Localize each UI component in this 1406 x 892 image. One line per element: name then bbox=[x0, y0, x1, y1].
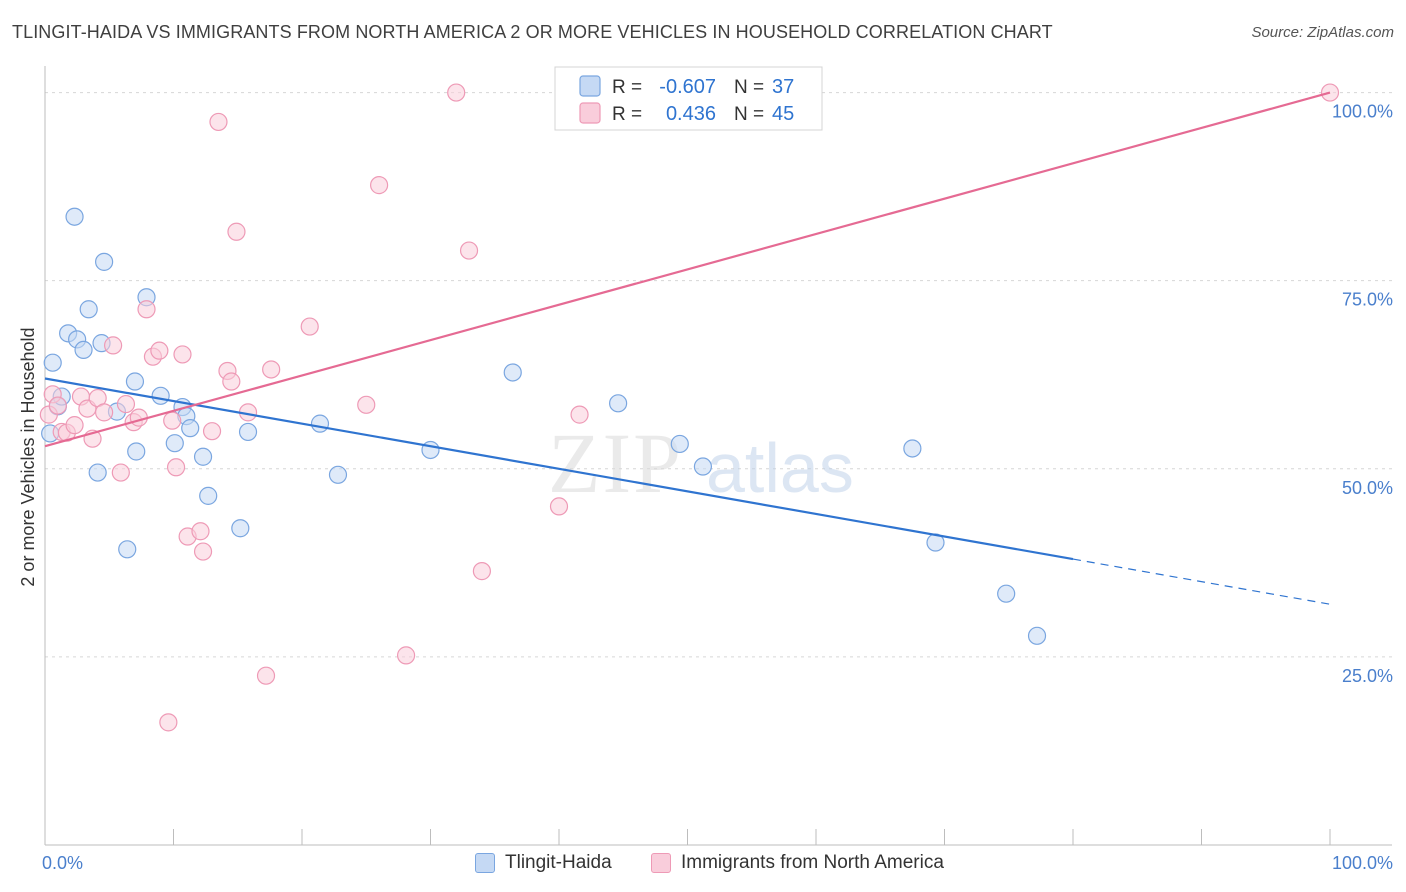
tlingit-point bbox=[165, 434, 184, 453]
immigrants-point bbox=[262, 360, 281, 379]
immigrants-point bbox=[150, 341, 169, 360]
legend-label-immigrants: Immigrants from North America bbox=[681, 852, 944, 873]
tlingit-point bbox=[310, 414, 330, 433]
tlingit-point bbox=[328, 465, 348, 484]
y-tick-label: 75.0% bbox=[1342, 290, 1393, 310]
immigrants-point bbox=[166, 458, 186, 477]
tlingit-point bbox=[65, 207, 84, 226]
immigrants-point bbox=[65, 416, 84, 435]
immigrants-point bbox=[159, 713, 178, 732]
tlingit-point bbox=[609, 394, 628, 413]
tlingit-point bbox=[88, 463, 107, 482]
stats-r-label-immigrants: R = bbox=[612, 104, 642, 125]
axes bbox=[44, 66, 1392, 846]
watermark: ZIP atlas bbox=[548, 415, 854, 511]
immigrants-point bbox=[193, 542, 213, 561]
gridlines bbox=[45, 92, 1392, 658]
watermark-atlas: atlas bbox=[706, 429, 854, 507]
immigrants-point bbox=[459, 241, 479, 260]
immigrants-point bbox=[227, 222, 246, 241]
immigrants-point bbox=[447, 83, 466, 102]
y-tick-labels: 25.0% 50.0% 75.0% 100.0% bbox=[1332, 102, 1393, 686]
stats-swatch-immigrants bbox=[579, 102, 601, 124]
tlingit-point bbox=[118, 540, 137, 559]
immigrants-point bbox=[202, 422, 222, 441]
tlingit-point bbox=[238, 422, 258, 442]
stats-n-label-tlingit: N = bbox=[734, 77, 764, 98]
stats-n-value-tlingit: 37 bbox=[772, 76, 794, 98]
legend-item-immigrants: Immigrants from North America bbox=[651, 852, 944, 874]
immigrants-point bbox=[256, 666, 276, 685]
chart-title: TLINGIT-HAIDA VS IMMIGRANTS FROM NORTH A… bbox=[12, 22, 1053, 42]
tlingit-point bbox=[127, 442, 146, 461]
stats-legend: R = -0.607 N = 37 R = 0.436 N = 45 bbox=[554, 66, 823, 131]
tlingit-trend-line bbox=[44, 377, 1074, 561]
tlingit-point bbox=[43, 353, 62, 372]
legend-swatch-tlingit bbox=[475, 853, 495, 873]
tlingit-point bbox=[997, 584, 1016, 603]
tlingit-point bbox=[421, 440, 440, 460]
tlingit-point bbox=[1027, 626, 1047, 645]
tlingit-point bbox=[95, 252, 114, 271]
immigrants-point bbox=[472, 562, 491, 581]
tlingit-point bbox=[151, 386, 170, 405]
immigrants-point bbox=[222, 372, 241, 391]
immigrants-point bbox=[357, 395, 376, 414]
immigrants-point bbox=[137, 300, 156, 319]
x-tick-label-max: 100.0% bbox=[1332, 853, 1393, 873]
y-axis-label: 2 or more Vehicles in Household bbox=[18, 327, 38, 586]
series-legend: Tlingit-Haida Immigrants from North Amer… bbox=[0, 852, 1406, 878]
tlingit-point bbox=[903, 439, 922, 458]
watermark-zip: ZIP bbox=[548, 415, 683, 511]
immigrants-point bbox=[549, 497, 569, 516]
immigrants-point bbox=[191, 522, 210, 541]
legend-item-tlingit: Tlingit-Haida bbox=[475, 852, 612, 874]
stats-r-value-immigrants: 0.436 bbox=[666, 103, 716, 125]
immigrants-trend-line bbox=[44, 91, 1331, 448]
immigrants-point bbox=[570, 405, 589, 424]
tlingit-point bbox=[74, 340, 93, 360]
y-tick-label: 50.0% bbox=[1342, 478, 1393, 498]
immigrants-point bbox=[370, 176, 389, 195]
trend-lines bbox=[44, 91, 1331, 605]
stats-n-label-immigrants: N = bbox=[734, 104, 764, 125]
tlingit-point bbox=[670, 434, 689, 454]
legend-label-tlingit: Tlingit-Haida bbox=[505, 852, 612, 873]
immigrants-point bbox=[209, 112, 228, 132]
data-points bbox=[39, 83, 1340, 732]
immigrants-point bbox=[48, 396, 67, 415]
stats-r-value-tlingit: -0.607 bbox=[659, 76, 716, 98]
immigrants-point bbox=[396, 646, 416, 665]
immigrants-point bbox=[300, 317, 319, 336]
immigrants-point bbox=[173, 345, 192, 364]
tlingit-point bbox=[231, 519, 250, 538]
tlingit-point bbox=[503, 363, 522, 382]
tlingit-point bbox=[125, 372, 145, 391]
tlingit-point bbox=[199, 486, 218, 505]
immigrants-point bbox=[104, 336, 123, 355]
source-label: Source: ZipAtlas.com bbox=[1251, 24, 1394, 41]
tlingit-point bbox=[79, 300, 98, 319]
immigrants-point bbox=[116, 394, 136, 414]
immigrants-point bbox=[95, 403, 114, 422]
stats-n-value-immigrants: 45 bbox=[772, 103, 794, 125]
immigrants-point bbox=[163, 411, 182, 430]
tlingit-point bbox=[181, 419, 200, 438]
tlingit-point bbox=[193, 447, 213, 466]
y-tick-label: 25.0% bbox=[1342, 666, 1393, 686]
tlingit-trend-extension bbox=[1072, 558, 1331, 605]
legend-swatch-immigrants bbox=[651, 853, 671, 873]
tlingit-point bbox=[693, 457, 713, 476]
stats-r-label-tlingit: R = bbox=[612, 77, 642, 98]
x-tick-label-min: 0.0% bbox=[42, 853, 83, 873]
y-tick-label: 100.0% bbox=[1332, 102, 1393, 122]
immigrants-point bbox=[111, 463, 130, 482]
stats-swatch-tlingit bbox=[579, 75, 601, 97]
